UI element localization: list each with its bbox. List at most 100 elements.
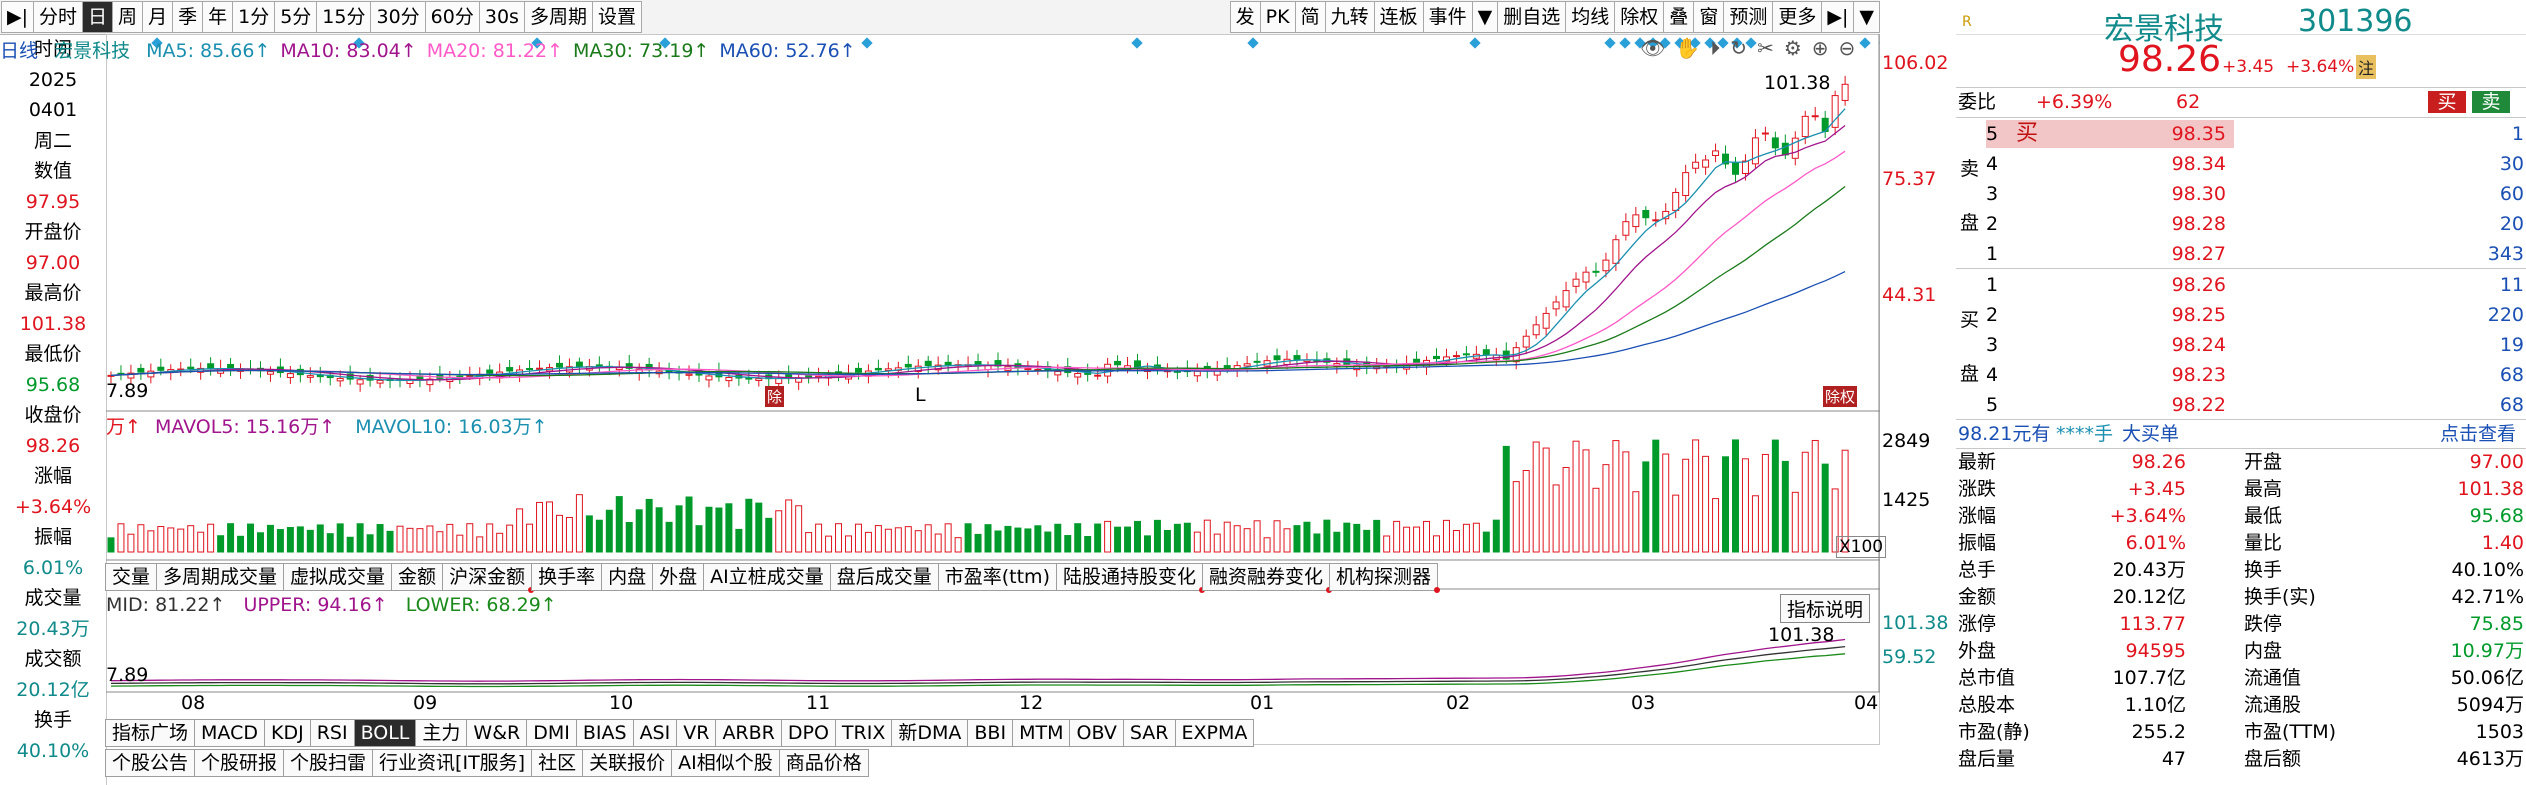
vol-tabs-8[interactable]: AI立桩成交量 (703, 563, 831, 591)
ask-row[interactable]: 5 买 98.35 (1986, 119, 2234, 148)
tool-button-11[interactable]: 窗 (1693, 1, 1725, 33)
news-tabs-7[interactable]: 商品价格 (778, 749, 869, 777)
kline-chart-area[interactable] (106, 34, 1880, 785)
ind-tabs-18[interactable]: SAR (1122, 719, 1176, 747)
click-to-view-link[interactable]: 点击查看 (2440, 422, 2517, 445)
tool-button-9[interactable]: 除权 (1614, 1, 1665, 33)
news-tabs-0[interactable]: 个股公告 (105, 749, 196, 777)
ind-tabs-4[interactable]: BOLL (353, 719, 417, 747)
tool-button-13[interactable]: 更多 (1772, 1, 1823, 33)
vol-tabs-11[interactable]: 陆股通持股变化 (1055, 563, 1205, 593)
ind-tabs-7[interactable]: DMI (526, 719, 577, 747)
ex-rights-badge[interactable]: 除 (765, 386, 785, 407)
period-button-1[interactable]: 日 (82, 1, 114, 33)
news-tabs-1[interactable]: 个股研报 (194, 749, 285, 777)
dropdown-icon[interactable]: ▼ (1853, 1, 1880, 33)
period-button-9[interactable]: 30分 (370, 1, 426, 33)
event-marker-l[interactable]: L (915, 384, 926, 406)
period-button-13[interactable]: 设置 (591, 1, 642, 33)
vol-tabs-13[interactable]: 机构探测器 (1329, 563, 1441, 593)
news-tabs-4[interactable]: 社区 (531, 749, 584, 777)
period-button-3[interactable]: 月 (142, 1, 174, 33)
eye-icon[interactable]: 👁 (1640, 36, 1666, 60)
scissors-icon[interactable]: ✂ (1757, 36, 1774, 60)
bid-row[interactable]: 1 98.26 (1986, 271, 2526, 300)
period-button-7[interactable]: 5分 (274, 1, 318, 33)
vol-tabs-3[interactable]: 金额 (391, 563, 444, 591)
ind-tabs-16[interactable]: MTM (1012, 719, 1071, 747)
ind-tabs-11[interactable]: ARBR (715, 719, 782, 747)
ask-row[interactable]: 2 98.28 (1986, 210, 2526, 239)
vol-tabs-12[interactable]: 融资融券变化 (1202, 563, 1333, 593)
ask-row[interactable]: 1 98.27 (1986, 240, 2526, 269)
indicator-explain-button[interactable]: 指标说明 (1780, 594, 1871, 623)
ind-tabs-17[interactable]: OBV (1069, 719, 1124, 747)
news-tabs-2[interactable]: 个股扫雷 (283, 749, 374, 777)
vol-tabs-10[interactable]: 市盈率(ttm) (937, 563, 1057, 591)
vol-tabs-5[interactable]: 换手率 (531, 563, 603, 591)
ind-tabs-8[interactable]: BIAS (575, 719, 634, 747)
vol-tabs-6[interactable]: 内盘 (601, 563, 654, 591)
vol-tabs-2[interactable]: 虚拟成交量 (283, 563, 393, 591)
ind-tabs-12[interactable]: DPO (780, 719, 836, 747)
tool-button-1[interactable]: PK (1259, 1, 1296, 33)
ind-tabs-15[interactable]: BBI (967, 719, 1014, 747)
ask-row[interactable]: 4 98.34 (1986, 150, 2526, 179)
period-button-12[interactable]: 多周期 (523, 1, 593, 33)
tool-button-12[interactable]: 预测 (1723, 1, 1774, 33)
hand-icon[interactable]: ✋ (1675, 36, 1701, 60)
expand-right-icon[interactable]: ▶| (1821, 1, 1855, 33)
gear-icon[interactable]: ⚙ (1783, 36, 1802, 60)
ind-tabs-2[interactable]: KDJ (263, 719, 311, 747)
ind-tabs-13[interactable]: TRIX (834, 719, 893, 747)
zoom-in-icon[interactable]: ⊕ (1811, 36, 1829, 60)
period-button-4[interactable]: 季 (172, 1, 204, 33)
ind-tabs-9[interactable]: ASI (632, 719, 678, 747)
bid-row[interactable]: 2 98.25 (1986, 301, 2526, 330)
period-button-5[interactable]: 年 (202, 1, 234, 33)
news-tabs-5[interactable]: 关联报价 (582, 749, 673, 777)
ind-tabs-14[interactable]: 新DMA (891, 719, 969, 747)
period-button-11[interactable]: 30s (478, 1, 525, 33)
reload-icon[interactable]: ↻ (1730, 36, 1748, 60)
ind-tabs-6[interactable]: W&R (466, 719, 528, 747)
vol-tabs-4[interactable]: 沪深金额 (442, 563, 535, 593)
tool-button-4[interactable]: 连板 (1373, 1, 1424, 33)
tool-button-3[interactable]: 九转 (1324, 1, 1375, 33)
tool-button-5[interactable]: 事件 (1422, 1, 1473, 33)
play-icon[interactable]: ⏵ (1710, 36, 1721, 60)
period-button-8[interactable]: 15分 (316, 1, 372, 33)
sell-button[interactable]: 卖 (2472, 91, 2510, 113)
ind-tabs-19[interactable]: EXPMA (1174, 719, 1255, 747)
ex-rights-badge-2[interactable]: 除权 (1823, 386, 1858, 407)
vol-tabs-7[interactable]: 外盘 (652, 563, 705, 591)
buy-button[interactable]: 买 (2428, 91, 2466, 113)
ask-row[interactable]: 3 98.30 (1986, 180, 2526, 209)
bid-row[interactable]: 4 98.23 (1986, 361, 2526, 390)
news-tabs-6[interactable]: AI相似个股 (671, 749, 780, 777)
period-button-10[interactable]: 60分 (424, 1, 480, 33)
news-tabs-3[interactable]: 行业资讯[IT服务] (372, 749, 533, 777)
big-order-row[interactable]: 98.21元有 ****手 大买单 点击查看 (1956, 418, 2526, 449)
ind-tabs-0[interactable]: 指标广场 (105, 719, 196, 747)
ind-tabs-1[interactable]: MACD (194, 719, 265, 747)
tool-button-10[interactable]: 叠 (1663, 1, 1695, 33)
volume-unit[interactable]: X100 (1836, 536, 1887, 558)
tool-button-8[interactable]: 均线 (1565, 1, 1616, 33)
period-button-2[interactable]: 周 (112, 1, 144, 33)
ind-tabs-5[interactable]: 主力 (415, 719, 468, 747)
tool-button-2[interactable]: 简 (1294, 1, 1326, 33)
expand-left-icon[interactable]: ▶| (1, 1, 35, 33)
note-badge[interactable]: 注 (2356, 55, 2377, 79)
tool-button-6[interactable]: ▼ (1471, 1, 1499, 33)
bid-row[interactable]: 5 98.22 (1986, 391, 2526, 420)
bid-row[interactable]: 3 98.24 (1986, 331, 2526, 360)
period-button-6[interactable]: 1分 (232, 1, 276, 33)
zoom-out-icon[interactable]: ⊖ (1838, 36, 1856, 60)
ind-tabs-10[interactable]: VR (676, 719, 717, 747)
tool-button-0[interactable]: 发 (1229, 1, 1261, 33)
tool-button-7[interactable]: 删自选 (1497, 1, 1567, 33)
period-button-0[interactable]: 分时 (33, 1, 84, 33)
ind-tabs-3[interactable]: RSI (309, 719, 355, 747)
vol-tabs-1[interactable]: 多周期成交量 (156, 563, 285, 591)
